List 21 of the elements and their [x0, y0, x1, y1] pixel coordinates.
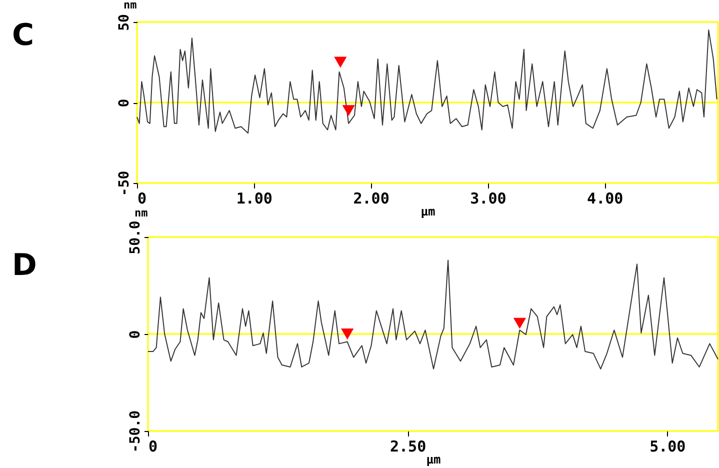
x-tick-label: 2.50 [390, 438, 426, 456]
y-tick-label: 50.0 [128, 220, 144, 254]
chart-title: C [12, 18, 34, 53]
y-tick-label: 50 [116, 14, 132, 31]
x-tick-label: 2.00 [353, 190, 390, 208]
x-tick-label: 1.00 [236, 190, 272, 208]
y-tick-label: -50 [116, 170, 132, 196]
y-tick-label: 0 [116, 98, 132, 108]
x-tick-label: 3.00 [470, 190, 506, 208]
x-tick-label: 5.00 [650, 438, 686, 456]
line-series [148, 260, 718, 370]
x-tick-label: 4.00 [587, 190, 624, 208]
y-axis-title: nm [124, 0, 138, 12]
y-tick-label: 0 [128, 330, 144, 339]
chart-title: D [12, 248, 37, 283]
y-tick-label: -50.0 [128, 410, 144, 453]
y-axis-title: nm [134, 206, 148, 220]
x-axis-title: µm [420, 204, 436, 218]
line-series [136, 30, 718, 134]
x-axis-title: µm [426, 452, 441, 466]
x-tick-label: 0 [148, 438, 158, 456]
